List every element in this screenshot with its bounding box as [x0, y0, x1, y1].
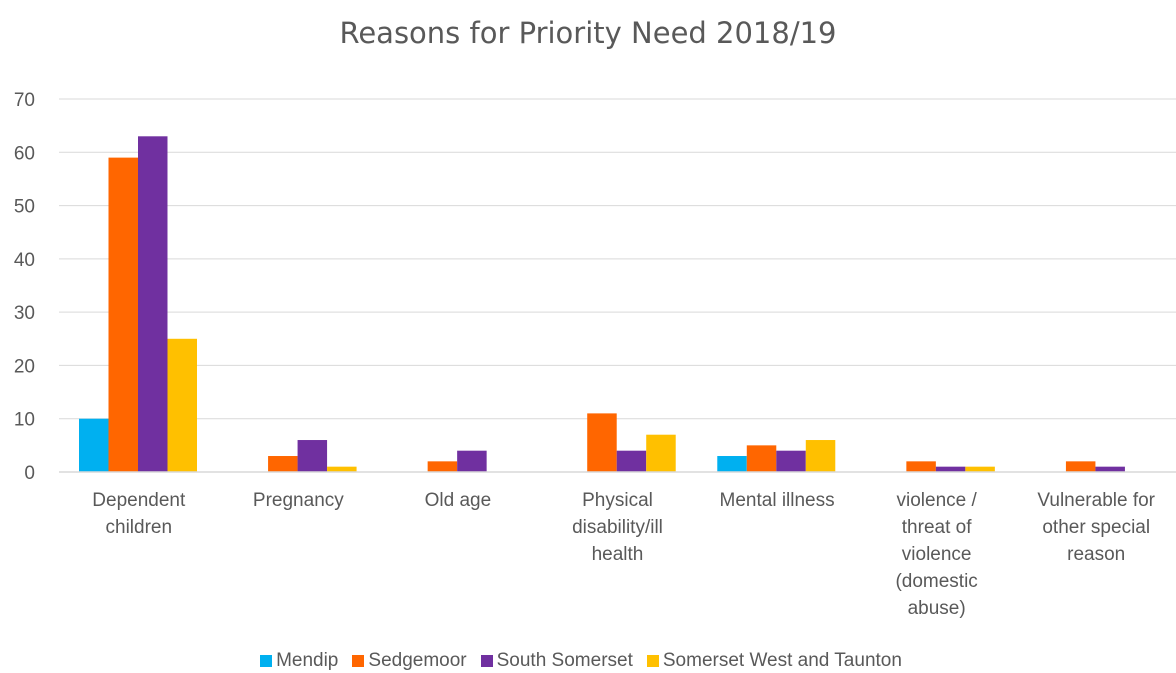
- bar-mendip: [717, 456, 747, 472]
- bar-south-somerset: [297, 440, 328, 472]
- y-tick-label: 70: [14, 90, 35, 111]
- bar-south-somerset: [138, 136, 168, 473]
- gridlines: [59, 98, 1176, 420]
- y-tick-label: 60: [14, 143, 35, 164]
- bar-somerset-west-and-taunton: [327, 466, 357, 472]
- x-tick-label: Pregnancy: [253, 490, 344, 511]
- x-tick-label: Old age: [425, 490, 492, 511]
- bar-south-somerset: [616, 450, 647, 472]
- x-tick-label: Vulnerable for other special reason: [1037, 490, 1155, 565]
- y-tick-label: 20: [14, 356, 35, 377]
- bar-sedgemoor: [1065, 461, 1096, 472]
- x-axis-labels: Dependent children Pregnancy Old age Physica…: [92, 490, 1155, 619]
- legend-swatch: [646, 655, 659, 667]
- x-tick-label: Physical disability/ill health: [572, 490, 663, 565]
- x-tick-label: Mental illness: [720, 490, 835, 511]
- legend-label: South Somerset: [496, 650, 633, 671]
- legend-swatch: [480, 655, 493, 667]
- legend-label: Mendip: [276, 650, 339, 671]
- legend-item: Mendip: [260, 650, 338, 672]
- chart-title: Reasons for Priority Need 2018/19: [339, 16, 837, 50]
- legend-item: South Somerset: [480, 650, 633, 672]
- bar-somerset-west-and-taunton: [167, 338, 197, 472]
- bar-south-somerset: [1095, 466, 1125, 472]
- bar-somerset-west-and-taunton: [646, 434, 676, 472]
- bar-sedgemoor: [587, 413, 617, 472]
- legend-label: Somerset West and Taunton: [662, 650, 902, 671]
- legend-label: Sedgemoor: [368, 650, 467, 671]
- y-tick-label: 0: [24, 463, 35, 484]
- x-tick-label: Dependent children: [92, 490, 186, 538]
- bar-mendip: [79, 418, 109, 472]
- bar-sedgemoor: [906, 461, 936, 472]
- bar-somerset-west-and-taunton: [805, 440, 836, 472]
- y-tick-label: 50: [14, 197, 35, 218]
- legend: Mendip Sedgemoor South Somerset Somerset We…: [0, 650, 1176, 672]
- y-tick-label: 30: [14, 303, 35, 324]
- x-tick-label: violence / threat of violence (domestic abus…: [895, 490, 977, 619]
- bar-sedgemoor: [746, 445, 777, 472]
- bar-somerset-west-and-taunton: [965, 466, 995, 472]
- bar-sedgemoor: [108, 157, 138, 472]
- bars: [79, 136, 1125, 473]
- bar-south-somerset: [935, 466, 966, 472]
- legend-item: Somerset West and Taunton: [646, 650, 902, 672]
- legend-swatch: [260, 655, 273, 667]
- bar-sedgemoor: [268, 456, 298, 472]
- bar-south-somerset: [457, 450, 487, 472]
- bar-sedgemoor: [427, 461, 458, 472]
- y-axis-ticks: 0 10 20 30 40 50 60 70: [14, 90, 35, 484]
- y-tick-label: 40: [14, 250, 35, 271]
- legend-swatch: [352, 655, 365, 667]
- y-tick-label: 10: [14, 410, 35, 431]
- bar-south-somerset: [776, 450, 806, 472]
- legend-item: Sedgemoor: [352, 650, 467, 672]
